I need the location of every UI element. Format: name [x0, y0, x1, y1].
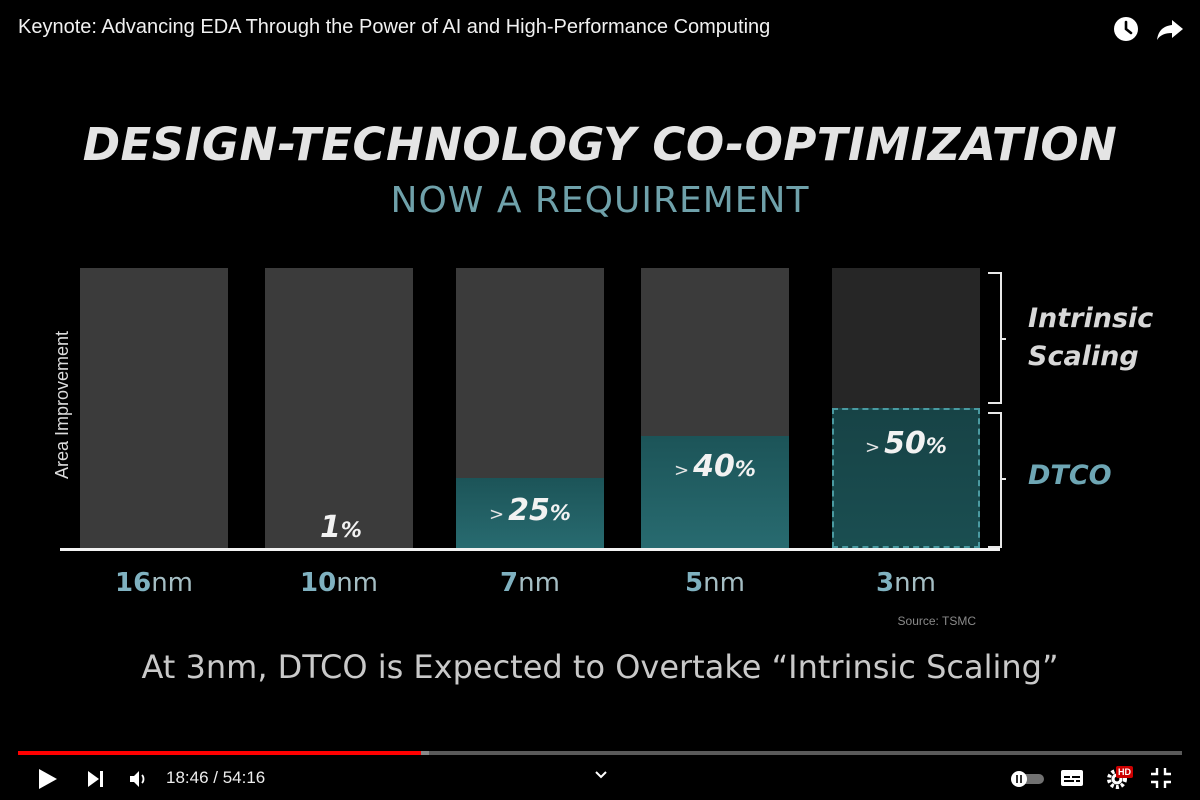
- autoplay-toggle-icon[interactable]: [1010, 770, 1046, 788]
- bracket-intrinsic-tick: [1000, 338, 1006, 340]
- bracket-dtco: [988, 412, 1002, 548]
- bracket-dtco-tick: [1000, 478, 1006, 480]
- volume-icon[interactable]: [128, 768, 150, 790]
- slide-subtitle: NOW A REQUIREMENT: [390, 180, 810, 221]
- y-axis-label: Area Improvement: [52, 330, 72, 480]
- slide-caption: At 3nm, DTCO is Expected to Overtake “In…: [141, 648, 1059, 686]
- bar-5nm: [641, 268, 789, 548]
- chevron-down-icon[interactable]: [594, 768, 608, 782]
- settings-button[interactable]: HD: [1106, 764, 1134, 790]
- exit-fullscreen-icon[interactable]: [1150, 767, 1172, 789]
- value-label-5nm: >40%: [674, 449, 756, 484]
- bar-3nm: [832, 268, 980, 548]
- value-label-7nm: >25%: [489, 493, 571, 528]
- dtco-fill-3nm: [832, 408, 980, 548]
- tick-label-7nm: 7nm: [500, 568, 560, 598]
- time-display: 18:46 / 54:16: [166, 768, 266, 787]
- watch-later-icon[interactable]: [1111, 14, 1141, 44]
- source-label: Source: TSMC: [897, 614, 976, 628]
- progress-bar[interactable]: [18, 751, 1182, 755]
- bar-10nm: [265, 268, 413, 548]
- dtco-fill-7nm: [456, 478, 604, 548]
- bar-16nm: [80, 268, 228, 548]
- value-label-3nm: >50%: [865, 426, 947, 461]
- tick-label-10nm: 10nm: [300, 568, 378, 598]
- subtitles-icon[interactable]: [1060, 768, 1084, 788]
- hd-badge: HD: [1116, 766, 1133, 778]
- slide-title: DESIGN-TECHNOLOGY CO-OPTIMIZATION: [82, 118, 1118, 171]
- legend-intrinsic-scaling: Intrinsic Scaling: [1028, 303, 1154, 372]
- bar-7nm: [456, 268, 604, 548]
- tick-label-3nm: 3nm: [876, 568, 936, 598]
- x-axis-baseline: [60, 548, 1000, 551]
- tick-label-16nm: 16nm: [115, 568, 193, 598]
- dtco-fill-5nm: [641, 436, 789, 548]
- legend-dtco: DTCO: [1028, 460, 1112, 491]
- next-icon[interactable]: [86, 769, 106, 789]
- tick-label-5nm: 5nm: [685, 568, 745, 598]
- value-label-10nm: 1%: [320, 510, 362, 545]
- play-button[interactable]: [36, 768, 58, 790]
- progress-played: [18, 751, 421, 755]
- share-icon[interactable]: [1155, 14, 1185, 44]
- video-title[interactable]: Keynote: Advancing EDA Through the Power…: [18, 16, 771, 38]
